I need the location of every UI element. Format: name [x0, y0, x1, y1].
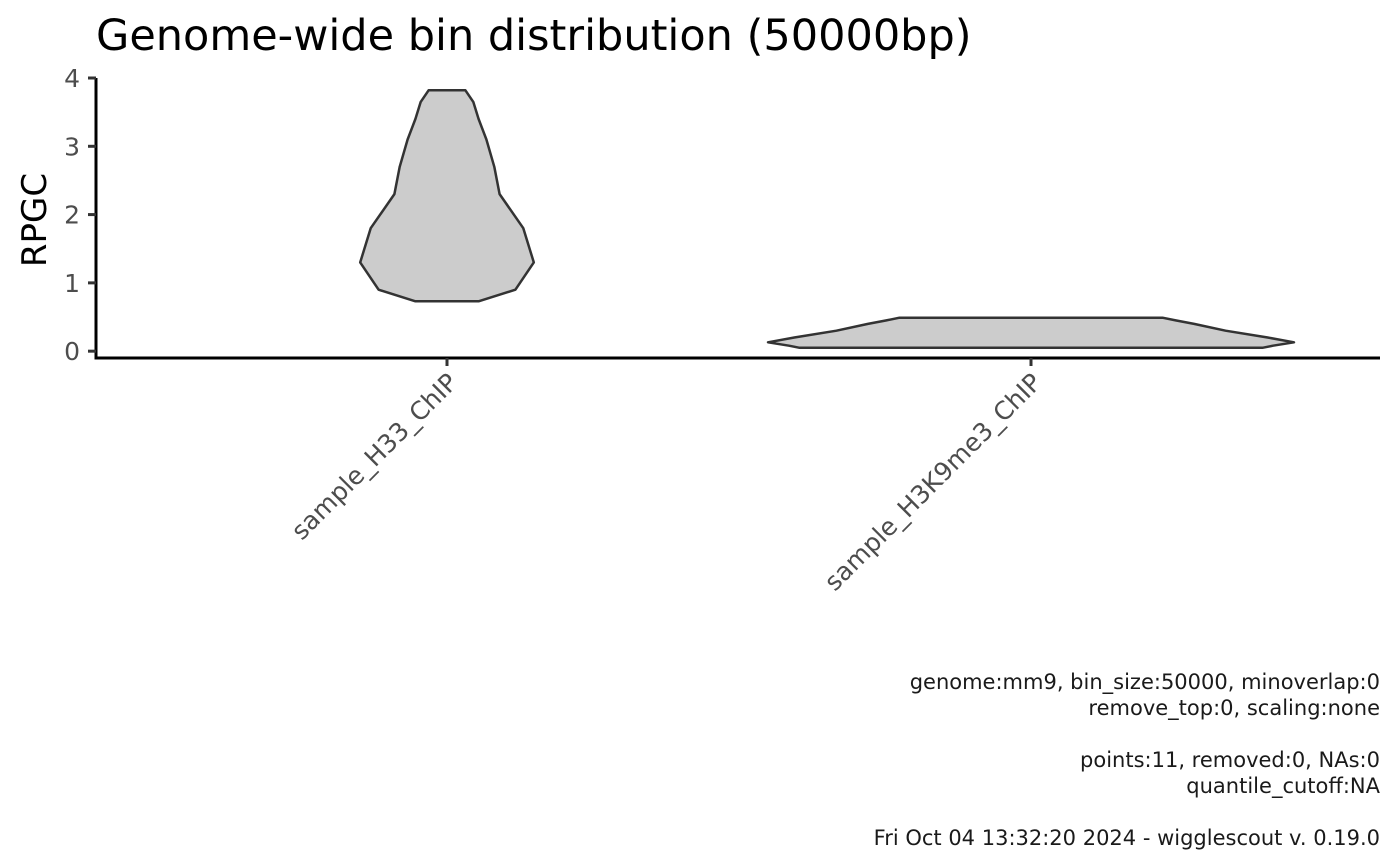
x-tick-label: sample_H33_ChIP	[286, 368, 464, 546]
caption-line: remove_top:0, scaling:none	[1088, 696, 1380, 721]
caption-line: Fri Oct 04 13:32:20 2024 - wigglescout v…	[874, 826, 1380, 850]
chart-title: Genome-wide bin distribution (50000bp)	[96, 11, 972, 61]
violin-group	[358, 89, 1296, 350]
y-tick-label: 2	[64, 201, 80, 230]
y-tick-label: 3	[64, 132, 80, 161]
caption-block: genome:mm9, bin_size:50000, minoverlap:0…	[874, 670, 1381, 850]
caption-line: quantile_cutoff:NA	[1186, 774, 1380, 799]
y-tick-label: 1	[64, 269, 80, 298]
y-axis: 0 1 2 3 4	[64, 64, 98, 366]
caption-line: points:11, removed:0, NAs:0	[1080, 748, 1380, 772]
violin-sample_H3K9me3_ChIP	[766, 316, 1296, 350]
y-tick-label: 4	[64, 64, 80, 93]
y-axis-label: RPGC	[15, 173, 55, 267]
x-axis: sample_H33_ChIP sample_H3K9me3_ChIP	[94, 356, 1380, 597]
violin-sample_H33_ChIP	[358, 89, 536, 303]
x-tick-label: sample_H3K9me3_ChIP	[819, 368, 1048, 597]
y-tick-label: 0	[64, 337, 80, 366]
caption-line: genome:mm9, bin_size:50000, minoverlap:0	[910, 670, 1380, 695]
